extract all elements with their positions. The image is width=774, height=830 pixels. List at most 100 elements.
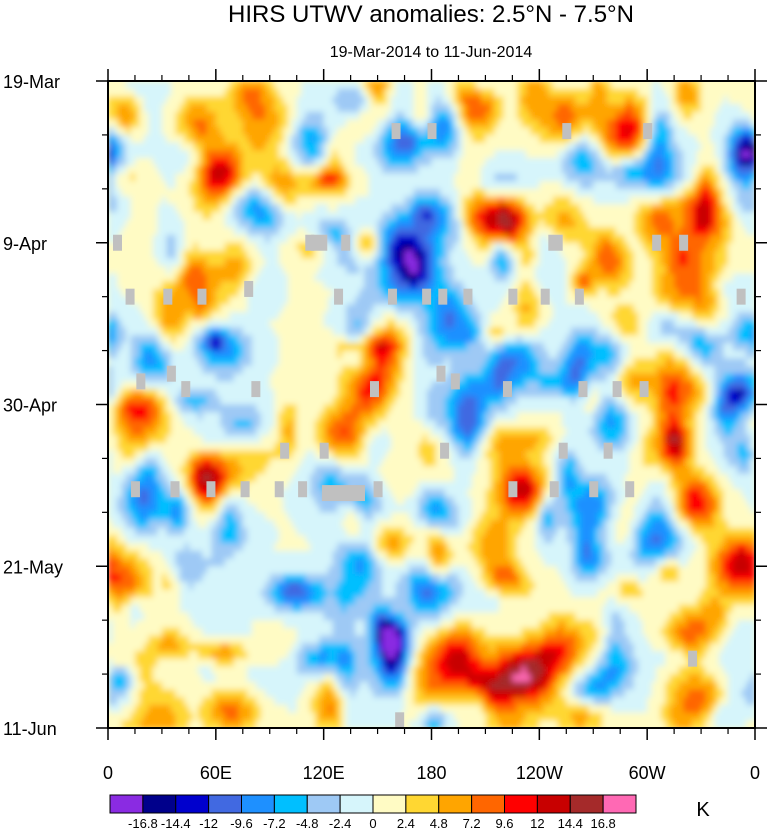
field-cell	[462, 111, 469, 121]
field-cell	[485, 119, 491, 129]
field-cell	[206, 273, 213, 283]
field-cell	[480, 342, 487, 352]
field-cell	[737, 242, 743, 252]
field-cell	[516, 335, 523, 344]
field-cell	[606, 211, 613, 221]
field-cell	[534, 111, 541, 121]
field-cell	[395, 142, 401, 152]
field-cell	[516, 312, 523, 321]
field-cell	[584, 227, 590, 236]
field-cell	[435, 235, 442, 244]
field-cell	[121, 219, 127, 229]
field-cell	[323, 165, 329, 175]
field-cell	[400, 227, 406, 236]
field-cell	[557, 134, 563, 144]
field-cell	[233, 142, 240, 152]
field-cell	[220, 281, 226, 290]
field-cell	[251, 296, 258, 306]
field-cell	[193, 104, 199, 113]
field-cell	[588, 104, 595, 113]
field-cell	[431, 96, 437, 105]
field-cell	[346, 219, 352, 229]
field-cell	[696, 104, 702, 113]
field-cell	[552, 304, 559, 313]
field-cell	[319, 111, 325, 121]
field-cell	[260, 312, 267, 321]
field-cell	[480, 242, 487, 252]
field-cell	[453, 181, 460, 190]
field-cell	[638, 111, 644, 121]
field-cell	[337, 173, 343, 182]
field-cell	[534, 327, 541, 336]
field-cell	[391, 312, 397, 321]
field-cell	[337, 312, 343, 321]
field-cell	[422, 173, 428, 182]
field-cell	[422, 150, 428, 159]
field-cell	[593, 204, 599, 213]
field-cell	[732, 173, 738, 182]
field-cell	[602, 81, 608, 90]
field-cell	[476, 312, 482, 321]
field-cell	[373, 242, 379, 252]
field-cell	[215, 204, 222, 213]
field-cell	[606, 111, 613, 121]
field-cell	[418, 250, 424, 259]
field-cell	[498, 319, 505, 329]
field-cell	[557, 219, 563, 229]
field-cell	[211, 258, 217, 267]
field-cell	[611, 165, 617, 175]
field-cell	[453, 211, 460, 221]
field-cell	[746, 204, 752, 213]
field-cell	[418, 342, 424, 352]
field-cell	[674, 188, 680, 198]
field-cell	[516, 250, 523, 259]
field-cell	[678, 111, 684, 121]
field-cell	[453, 104, 460, 113]
field-cell	[575, 258, 581, 267]
field-cell	[494, 173, 500, 182]
field-cell	[435, 188, 442, 198]
field-cell	[575, 119, 581, 129]
field-cell	[606, 181, 613, 190]
field-cell	[323, 196, 329, 206]
field-cell	[121, 288, 127, 298]
field-cell	[278, 219, 285, 229]
field-cell	[265, 196, 271, 206]
field-cell	[346, 188, 352, 198]
field-cell	[350, 96, 356, 105]
field-cell	[539, 165, 545, 175]
field-cell	[498, 188, 505, 198]
field-cell	[211, 242, 217, 252]
field-cell	[184, 288, 190, 298]
field-cell	[719, 165, 725, 175]
field-cell	[108, 127, 114, 136]
field-cell	[377, 258, 383, 267]
field-cell	[260, 342, 267, 352]
field-cell	[161, 227, 168, 236]
field-cell	[274, 150, 280, 159]
field-cell	[166, 96, 172, 105]
field-cell	[175, 265, 181, 275]
field-cell	[413, 242, 419, 252]
field-cell	[215, 304, 222, 313]
field-cell	[597, 227, 604, 236]
field-cell	[211, 104, 217, 113]
field-cell	[660, 242, 666, 252]
field-cell	[741, 211, 747, 221]
field-cell	[534, 165, 541, 175]
field-cell	[427, 327, 433, 336]
field-cell	[453, 288, 460, 298]
field-cell	[593, 188, 599, 198]
field-cell	[422, 204, 428, 213]
field-cell	[184, 142, 190, 152]
field-cell	[665, 181, 671, 190]
field-cell	[314, 250, 320, 259]
field-cell	[373, 327, 379, 336]
field-cell	[364, 104, 370, 113]
field-cell	[597, 250, 604, 259]
field-cell	[404, 319, 410, 329]
field-cell	[539, 273, 545, 283]
field-cell	[278, 327, 285, 336]
field-cell	[175, 296, 181, 306]
field-cell	[224, 281, 231, 290]
